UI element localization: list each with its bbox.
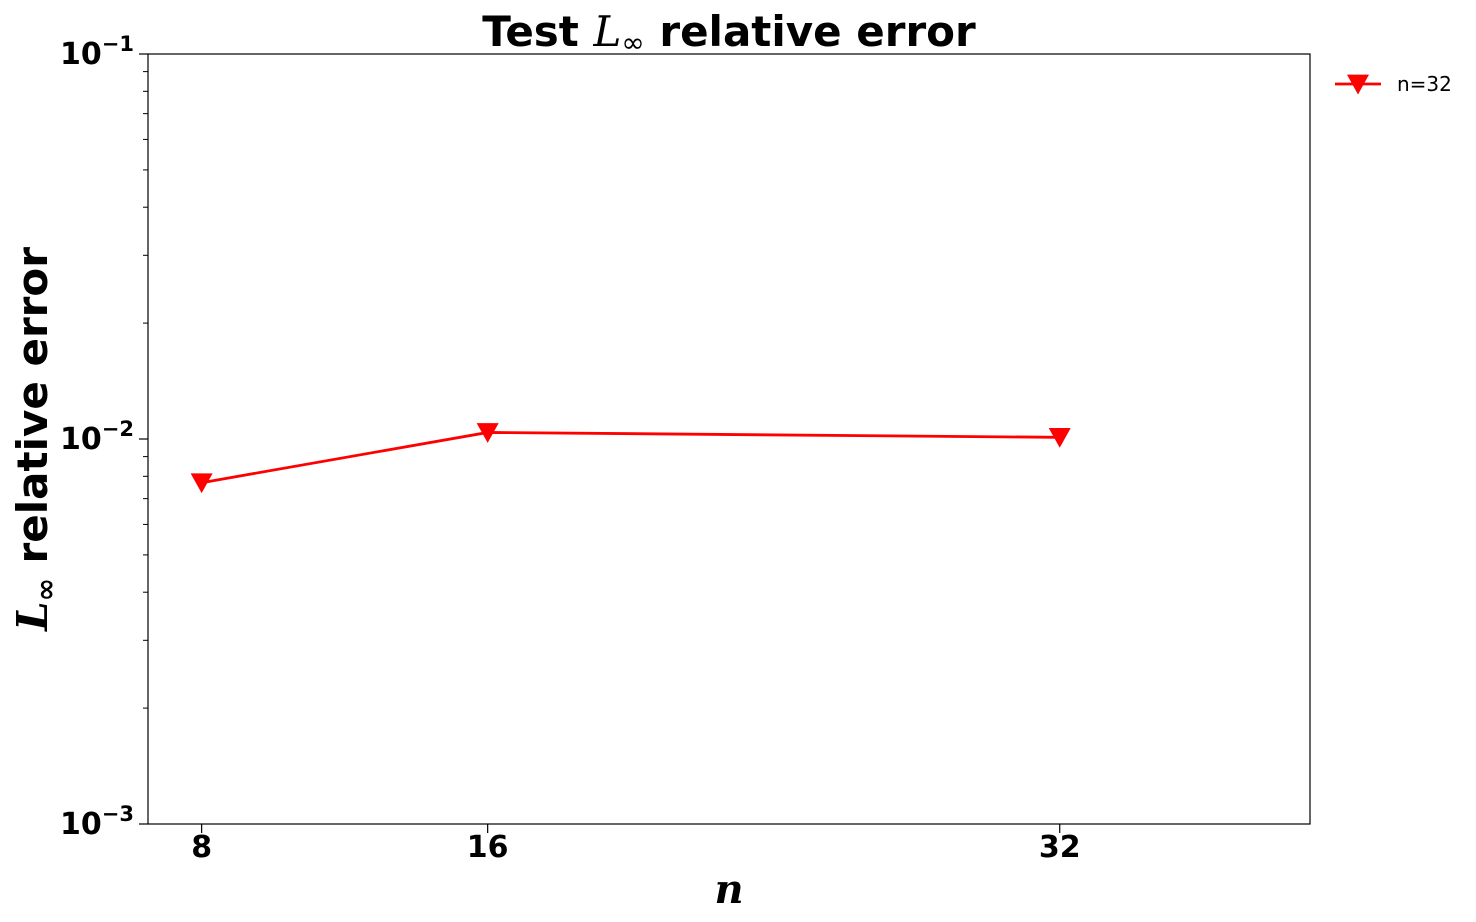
data-point — [476, 423, 499, 443]
x-tick-label: 32 — [1039, 830, 1081, 865]
data-point — [190, 473, 213, 494]
legend-label: n=32 — [1397, 72, 1452, 96]
title-suffix: relative error — [645, 7, 976, 56]
title-math-base: L — [593, 7, 622, 56]
y-axis: 10−3 10−2 10−1 — [60, 32, 148, 842]
y-axis-label: L∞ relative error — [8, 247, 62, 632]
x-tick-label: 8 — [191, 830, 212, 865]
chart-title: Test L∞ relative error — [482, 7, 976, 59]
plot-area — [147, 53, 1311, 825]
series-layer — [190, 423, 1071, 494]
data-point — [1048, 427, 1071, 448]
ylabel-suffix: relative error — [8, 247, 57, 578]
y-tick-label: 10−2 — [60, 417, 134, 457]
y-tick-label: 10−1 — [60, 32, 134, 72]
x-tick-label: 16 — [467, 830, 509, 865]
y-tick-label: 10−3 — [60, 802, 134, 842]
x-axis-label: n — [714, 866, 743, 913]
ylabel-math-base: L — [8, 601, 57, 632]
title-prefix: Test — [482, 7, 593, 56]
legend-marker — [1347, 74, 1369, 95]
title-math-sub: ∞ — [621, 26, 644, 59]
legend: n=32 — [1335, 72, 1452, 96]
x-axis: 8 16 32 — [191, 824, 1081, 865]
series-line — [201, 431, 1060, 485]
ylabel-math-sub: ∞ — [29, 578, 62, 601]
